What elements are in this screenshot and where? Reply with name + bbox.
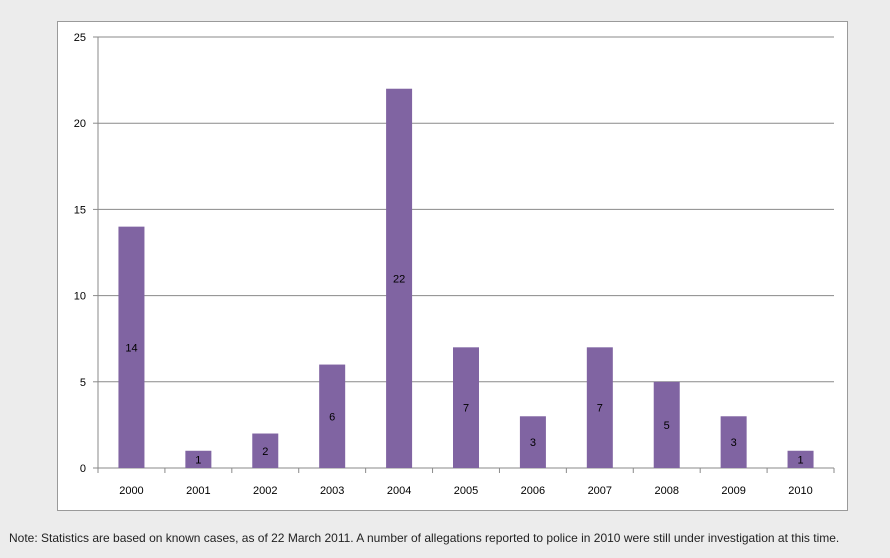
bar-chart: 0510152025142000120012200262003222004720… xyxy=(74,32,835,497)
chart-area xyxy=(57,21,848,511)
bar-2009 xyxy=(720,416,747,468)
y-tick-label: 25 xyxy=(74,32,86,44)
data-label-2006: 3 xyxy=(530,437,536,449)
x-tick-label: 2007 xyxy=(588,485,612,497)
data-label-2009: 3 xyxy=(731,437,737,449)
x-tick-label: 2002 xyxy=(253,485,277,497)
y-tick-label: 20 xyxy=(74,118,86,130)
data-label-2000: 14 xyxy=(125,342,137,354)
bar-2007 xyxy=(586,347,613,468)
x-tick-label: 2005 xyxy=(454,485,478,497)
data-label-2008: 5 xyxy=(664,420,670,432)
bar-2002 xyxy=(252,433,279,468)
bar-2006 xyxy=(519,416,546,468)
x-tick-label: 2001 xyxy=(186,485,210,497)
bar-2008 xyxy=(653,381,680,468)
x-tick-label: 2003 xyxy=(320,485,344,497)
x-tick-label: 2010 xyxy=(788,485,812,497)
data-label-2005: 7 xyxy=(463,403,469,415)
bar-2010 xyxy=(787,450,814,468)
data-label-2007: 7 xyxy=(597,403,603,415)
y-tick-label: 0 xyxy=(80,463,86,475)
data-label-2001: 1 xyxy=(195,454,201,466)
x-tick-label: 2004 xyxy=(387,485,411,497)
x-tick-label: 2000 xyxy=(119,485,143,497)
footnote: Note: Statistics are based on known case… xyxy=(9,531,840,545)
y-tick-label: 5 xyxy=(80,377,86,389)
bar-2001 xyxy=(185,450,212,468)
data-label-2004: 22 xyxy=(393,273,405,285)
y-tick-label: 15 xyxy=(74,204,86,216)
x-tick-label: 2009 xyxy=(721,485,745,497)
bar-2003 xyxy=(319,364,346,468)
bar-2005 xyxy=(453,347,479,468)
bar-2004 xyxy=(386,88,413,468)
y-tick-label: 10 xyxy=(74,291,86,303)
x-tick-label: 2006 xyxy=(521,485,545,497)
data-label-2002: 2 xyxy=(262,446,268,458)
data-label-2010: 1 xyxy=(797,454,803,466)
bar-2000 xyxy=(118,226,145,468)
data-label-2003: 6 xyxy=(329,411,335,423)
x-tick-label: 2008 xyxy=(654,485,678,497)
